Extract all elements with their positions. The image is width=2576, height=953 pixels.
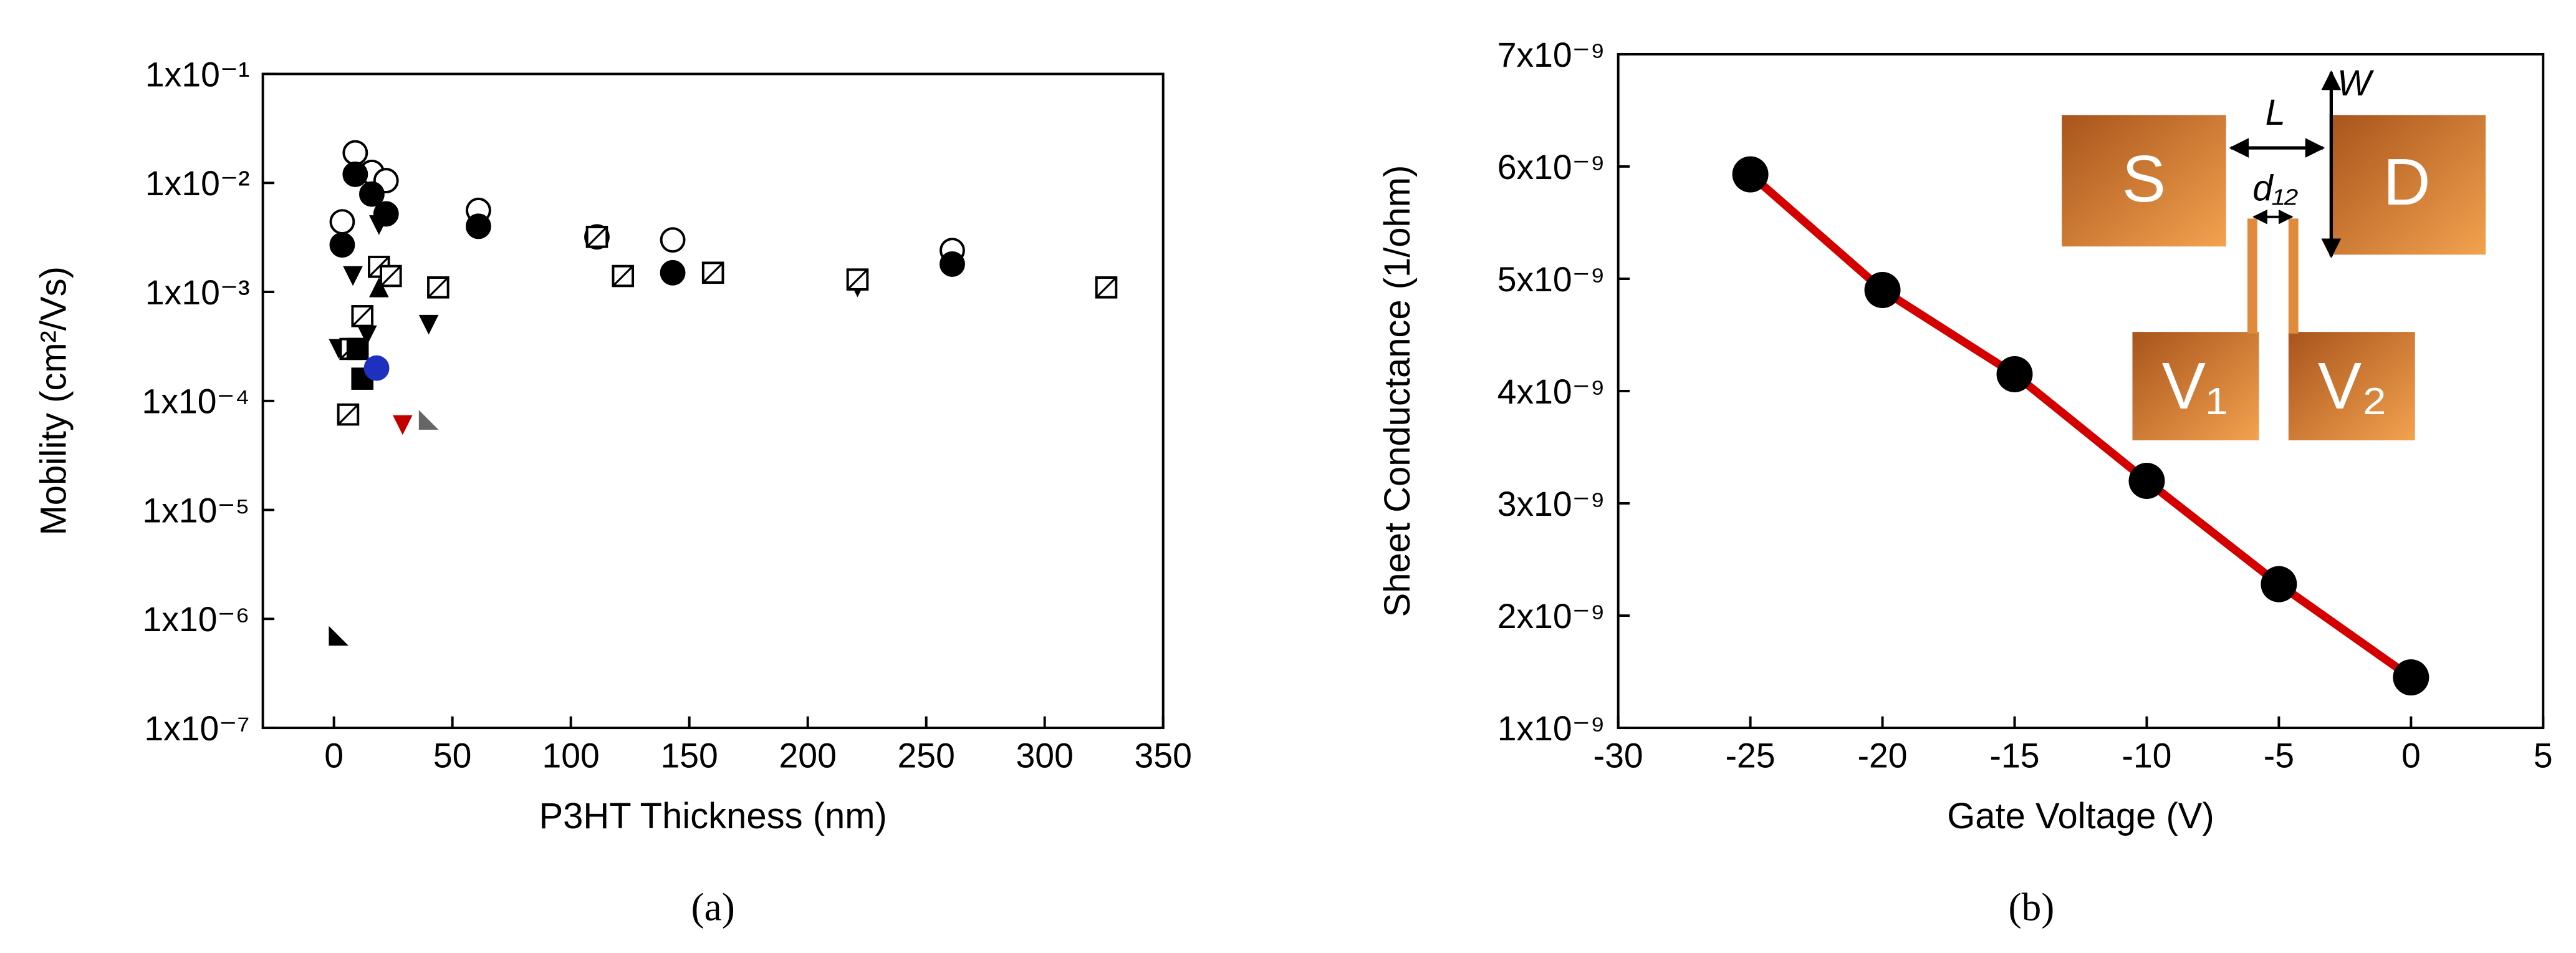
y-tick-label: 1x10⁻⁹ xyxy=(1497,709,1605,748)
marker-slash xyxy=(427,276,449,298)
drain-pad xyxy=(2329,115,2486,255)
x-tick-label: -5 xyxy=(2264,736,2294,775)
data-point xyxy=(329,232,355,258)
inset-label: W xyxy=(2337,64,2375,104)
inset-label: V₂ xyxy=(2318,350,2387,423)
x-tick-label: 300 xyxy=(1016,736,1074,775)
x-tick-label: 250 xyxy=(898,736,955,775)
data-point xyxy=(2128,463,2165,500)
y-tick-label: 1x10⁻⁵ xyxy=(142,491,249,530)
data-point xyxy=(2261,566,2297,602)
x-tick-label: 50 xyxy=(433,736,472,775)
probe-lead xyxy=(2288,218,2299,334)
data-point xyxy=(369,215,389,235)
inset-label: L xyxy=(2266,93,2285,133)
x-tick-label: -15 xyxy=(1990,736,2040,775)
x-tick-label: 200 xyxy=(779,736,837,775)
inset-diagram: S D V₁ V₂ L W d₁₂ xyxy=(2062,64,2486,441)
marker-slash xyxy=(352,305,373,327)
x-axis-label: Gate Voltage (V) xyxy=(1947,796,2214,836)
x-tick-label: -25 xyxy=(1726,736,1776,775)
inset-label: D xyxy=(2383,146,2431,219)
y-tick-label: 7x10⁻⁹ xyxy=(1497,36,1605,74)
x-tick-label: 5 xyxy=(2534,736,2553,775)
data-point xyxy=(1996,356,2033,392)
data-point xyxy=(369,278,389,298)
data-point xyxy=(660,227,686,253)
marker-slash xyxy=(612,265,634,287)
y-tick-label: 3x10⁻⁹ xyxy=(1497,485,1605,523)
data-point xyxy=(660,259,686,286)
data-point xyxy=(346,337,369,360)
data-point xyxy=(329,209,355,235)
y-axis-label: Sheet Conductance (1/ohm) xyxy=(1378,165,1418,617)
x-tick-label: 150 xyxy=(661,736,718,775)
y-tick-label: 1x10⁻⁴ xyxy=(142,382,250,421)
marker-slash xyxy=(1095,276,1117,298)
x-tick-label: 350 xyxy=(1135,736,1192,775)
y-tick-label: 4x10⁻⁹ xyxy=(1497,372,1605,411)
data-point xyxy=(466,213,491,239)
marker-slash xyxy=(380,265,401,287)
y-tick-label: 1x10⁻⁶ xyxy=(143,600,250,639)
x-tick-label: -30 xyxy=(1593,736,1643,775)
x-tick-label: -20 xyxy=(1858,736,1908,775)
inset-label: d₁₂ xyxy=(2252,168,2298,208)
data-point xyxy=(2393,659,2429,696)
data-point xyxy=(342,140,368,166)
data-point xyxy=(342,162,368,187)
marker-slash xyxy=(586,226,608,248)
data-point xyxy=(329,626,349,646)
marker-slash xyxy=(702,262,724,284)
y-tick-label: 5x10⁻⁹ xyxy=(1497,260,1605,299)
y-tick-label: 1x10⁻² xyxy=(145,164,250,203)
caption: (a) xyxy=(691,885,735,929)
x-tick-label: 0 xyxy=(2401,736,2421,775)
data-point xyxy=(343,266,363,286)
data-point xyxy=(940,251,965,277)
marker-slash xyxy=(337,404,359,425)
data-point xyxy=(1864,272,1901,308)
inset-label: S xyxy=(2122,143,2166,216)
chart: 1x10⁻⁹ 2x10⁻⁹ 3x10⁻⁹ 4x10⁻⁹ 5x10⁻⁹ 6x10⁻⁹ 7x10… xyxy=(1378,36,2553,929)
data-point xyxy=(357,325,377,346)
x-tick-label: -10 xyxy=(2122,736,2171,775)
y-tick-label: 6x10⁻⁹ xyxy=(1497,148,1605,186)
y-tick-label: 1x10⁻³ xyxy=(145,273,250,312)
data-point xyxy=(363,355,390,381)
source-pad xyxy=(2062,115,2226,247)
x-tick-label: 100 xyxy=(542,736,599,775)
marker-slash xyxy=(368,256,390,278)
data-point xyxy=(418,314,439,335)
x-tick-label: 0 xyxy=(324,736,344,775)
probe-pad xyxy=(2132,332,2259,441)
data-point xyxy=(393,415,413,435)
data-point xyxy=(359,181,385,207)
y-tick-label: 1x10⁻⁷ xyxy=(144,709,249,748)
plot-frame xyxy=(261,72,1165,730)
y-tick-label: 1x10⁻¹ xyxy=(145,55,250,94)
x-axis-label: P3HT Thickness (nm) xyxy=(539,796,887,836)
data-point xyxy=(418,410,439,430)
caption: (b) xyxy=(2009,885,2055,929)
y-tick-label: 2x10⁻⁹ xyxy=(1497,597,1605,636)
y-axis-label: Mobility (cm²/Vs) xyxy=(34,266,74,535)
probe-lead xyxy=(2247,218,2257,334)
probe-pad xyxy=(2288,332,2415,441)
data-point xyxy=(1732,156,1769,193)
chart: 1x10⁻⁷ 1x10⁻⁶ 1x10⁻⁵ 1x10⁻⁴ 1x10⁻³ 1x10⁻² 1x10… xyxy=(34,55,1191,929)
marker-slash xyxy=(847,269,868,291)
inset-label: V₁ xyxy=(2162,350,2228,423)
line xyxy=(1747,171,2414,681)
